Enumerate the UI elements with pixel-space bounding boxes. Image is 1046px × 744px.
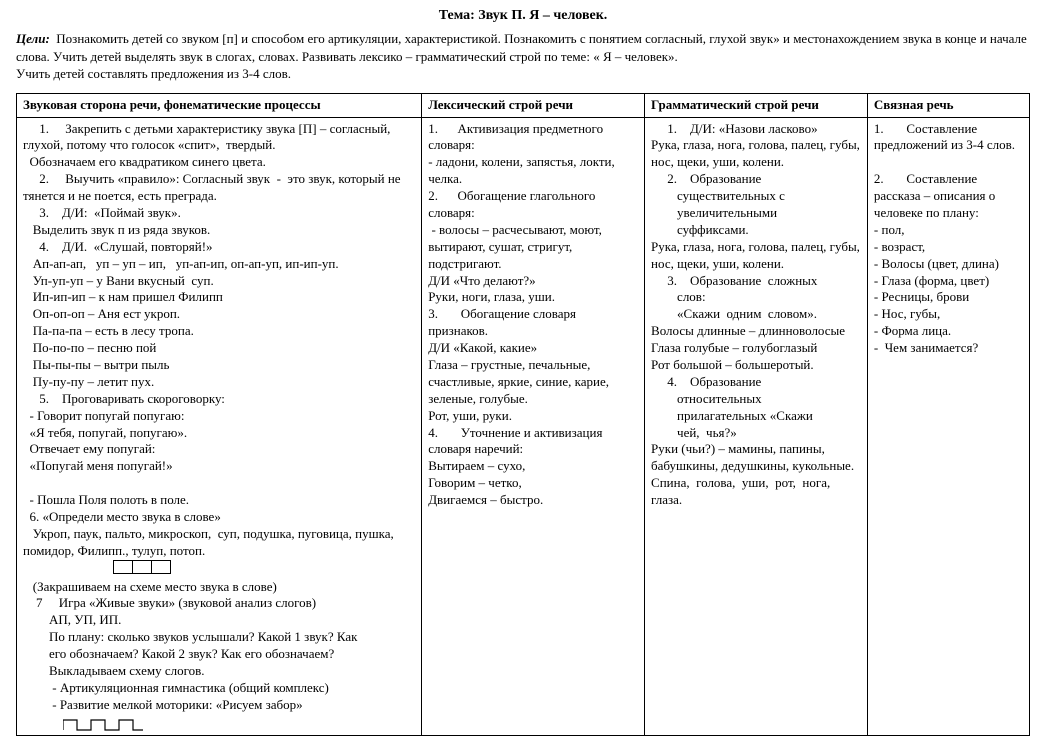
page-title: Тема: Звук П. Я – человек. <box>16 8 1030 24</box>
goals-block: Цели: Познакомить детей со звуком [п] и … <box>16 30 1030 83</box>
cell-lexical: 1. Активизация предметного словаря: - ла… <box>422 117 645 735</box>
cell-phonematic-text-b: (Закрашиваем на схеме место звука в слов… <box>23 579 415 714</box>
goals-text: Познакомить детей со звуком [п] и способ… <box>16 31 1030 81</box>
header-phonematic: Звуковая сторона речи, фонематические пр… <box>17 93 422 117</box>
table-row: 1. Закрепить с детьми характеристику зву… <box>17 117 1030 735</box>
cell-phonematic-text-a: 1. Закрепить с детьми характеристику зву… <box>23 121 415 560</box>
cell-coherent: 1. Составление предложений из 3-4 слов. … <box>867 117 1029 735</box>
header-grammar: Грамматический строй речи <box>645 93 868 117</box>
lesson-table: Звуковая сторона речи, фонематические пр… <box>16 93 1030 736</box>
header-coherent: Связная речь <box>867 93 1029 117</box>
sound-position-boxes <box>23 560 415 579</box>
cell-lexical-text: 1. Активизация предметного словаря: - ла… <box>428 121 638 509</box>
cell-grammar: 1. Д/И: «Назови ласково» Рука, глаза, но… <box>645 117 868 735</box>
fence-drawing <box>23 716 415 732</box>
table-header-row: Звуковая сторона речи, фонематические пр… <box>17 93 1030 117</box>
cell-phonematic: 1. Закрепить с детьми характеристику зву… <box>17 117 422 735</box>
header-lexical: Лексический строй речи <box>422 93 645 117</box>
goals-label: Цели: <box>16 31 50 46</box>
cell-coherent-text: 1. Составление предложений из 3-4 слов. … <box>874 121 1023 357</box>
cell-grammar-text: 1. Д/И: «Назови ласково» Рука, глаза, но… <box>651 121 861 509</box>
